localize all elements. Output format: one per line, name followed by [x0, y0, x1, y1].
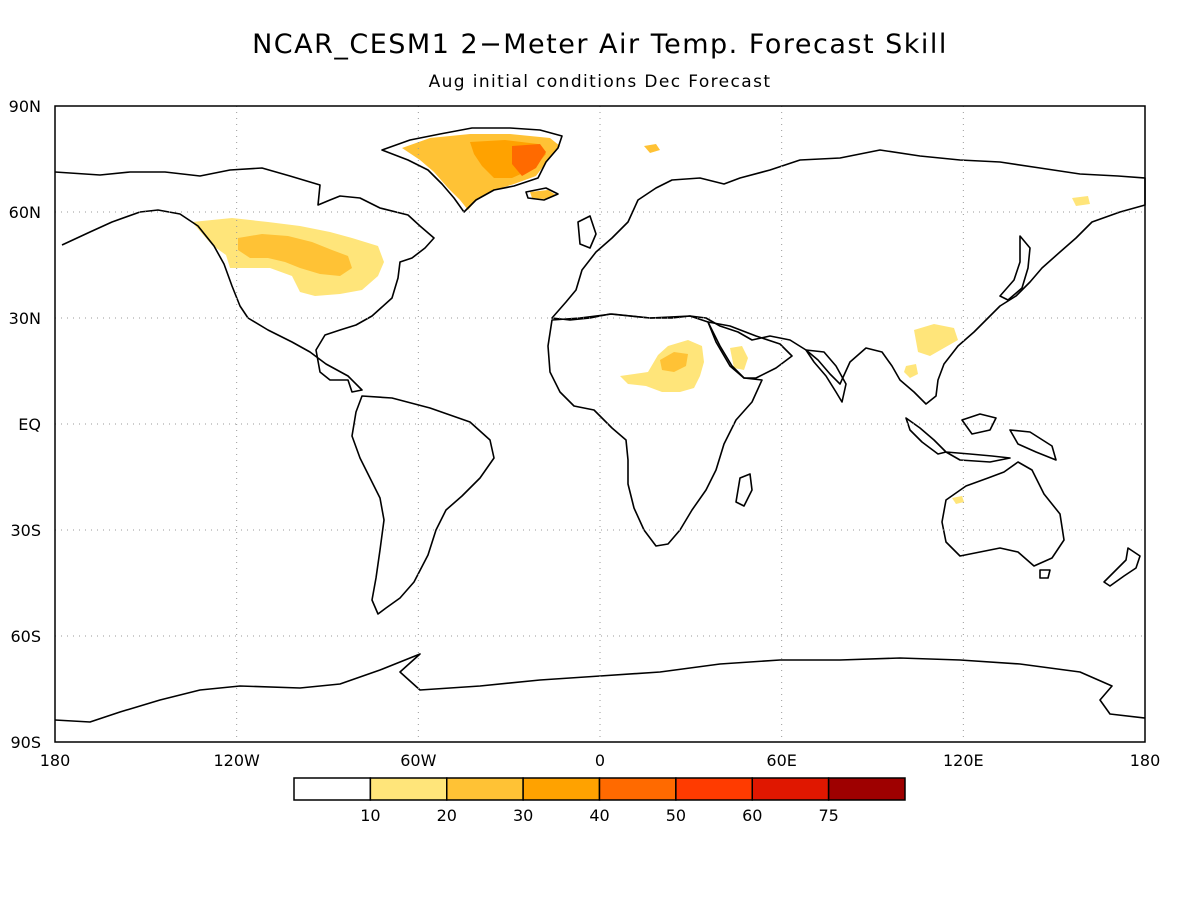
- y-tick-label: 90S: [10, 733, 41, 752]
- coastline-layer: [54, 127, 1146, 723]
- coast-arabia: [707, 321, 793, 379]
- coast-africa: [547, 313, 763, 547]
- x-tick-label: 180: [1130, 751, 1161, 770]
- coast-new-zealand: [1103, 547, 1141, 587]
- coast-australia: [941, 461, 1065, 567]
- coast-india: [805, 349, 847, 403]
- y-tick-label: EQ: [18, 415, 41, 434]
- axis-tick-labels: 180 120W 60W 0 60E 120E 180 90N 60N 30N EQ 30S 60S 90…: [9, 97, 1161, 770]
- y-tick-label: 30N: [9, 309, 41, 328]
- colorbar-swatch: [522, 777, 601, 801]
- colorbar-label: 60: [742, 806, 762, 825]
- skill-region-southeast-asia: [904, 364, 918, 378]
- colorbar-swatch: [675, 777, 753, 801]
- colorbar-swatch: [446, 777, 524, 801]
- colorbar-swatch: [293, 777, 372, 801]
- skill-region-western-australia: [952, 496, 964, 504]
- colorbar-swatch: [827, 777, 906, 801]
- y-tick-label: 90N: [9, 97, 41, 116]
- map-title: NCAR_CESM1 2−Meter Air Temp. Forecast Sk…: [252, 29, 948, 60]
- coast-tasmania: [1039, 569, 1051, 579]
- map-frame: [54, 105, 1146, 743]
- coast-japan: [999, 235, 1031, 301]
- colorbar-legend: 10 20 30 40 50 60 75: [293, 777, 906, 825]
- colorbar-label: 50: [666, 806, 686, 825]
- skill-region-arabia: [730, 346, 748, 370]
- colorbar-label: 75: [818, 806, 838, 825]
- colorbar-label: 30: [513, 806, 533, 825]
- coast-antarctica: [54, 653, 1146, 723]
- coast-north-america: [54, 167, 435, 393]
- x-tick-label: 180: [40, 751, 71, 770]
- colorbar-swatch: [751, 777, 830, 801]
- coast-iceland: [525, 187, 559, 201]
- x-tick-label: 0: [595, 751, 605, 770]
- skill-region-sahel-core: [660, 352, 688, 372]
- coast-eurasia: [551, 149, 1146, 405]
- y-tick-label: 30S: [10, 521, 41, 540]
- coast-south-america: [351, 395, 495, 615]
- coast-madagascar: [735, 473, 753, 507]
- coast-uk: [577, 215, 597, 249]
- skill-region-iceland: [530, 190, 556, 199]
- coast-greenland: [381, 127, 563, 213]
- colorbar-label: 10: [360, 806, 380, 825]
- coast-indonesia: [905, 413, 1057, 463]
- colorbar-label: 20: [437, 806, 457, 825]
- y-tick-label: 60S: [10, 627, 41, 646]
- x-tick-label: 120E: [943, 751, 984, 770]
- skill-region-great-lakes: [238, 234, 352, 276]
- skill-region-svalbard: [644, 144, 660, 153]
- x-tick-label: 60E: [766, 751, 796, 770]
- skill-region-kamchatka: [1072, 196, 1090, 206]
- x-tick-label: 120W: [213, 751, 260, 770]
- skill-shading-layer: [192, 134, 1090, 504]
- skill-region-south-china: [914, 324, 958, 356]
- map-subtitle: Aug initial conditions Dec Forecast: [429, 72, 772, 92]
- x-tick-label: 60W: [400, 751, 436, 770]
- y-tick-label: 60N: [9, 203, 41, 222]
- colorbar-swatch: [598, 777, 677, 801]
- skill-region-greenland-east: [512, 144, 546, 176]
- graticule: [55, 106, 1145, 742]
- colorbar-swatch: [369, 777, 448, 801]
- colorbar-label: 40: [589, 806, 609, 825]
